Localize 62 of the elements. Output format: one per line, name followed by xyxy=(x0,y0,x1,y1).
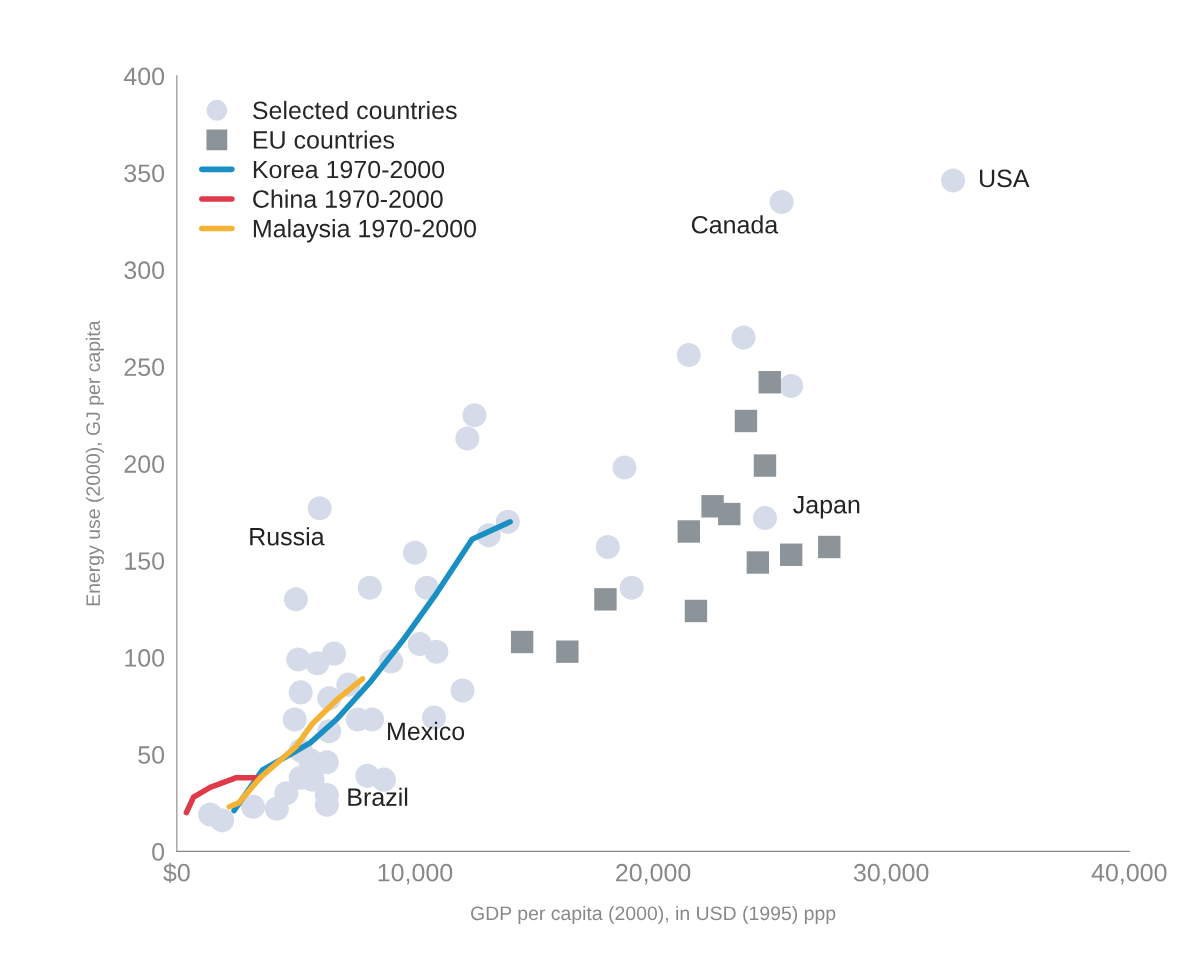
point xyxy=(941,168,966,193)
point xyxy=(595,534,620,560)
point xyxy=(779,543,803,566)
annotation: Mexico xyxy=(388,721,465,741)
point xyxy=(402,540,427,565)
point xyxy=(718,502,741,526)
y-axis-title: Energy use (2000), GJ per capita xyxy=(85,320,104,606)
point xyxy=(307,496,332,521)
point xyxy=(450,678,475,703)
annotation: Brazil xyxy=(348,787,408,806)
point xyxy=(818,535,841,559)
point xyxy=(746,551,770,574)
point xyxy=(676,343,701,368)
y-tick-label: 250 xyxy=(124,358,165,376)
point xyxy=(210,808,235,833)
x-tick-label: 30,000 xyxy=(853,863,929,885)
legend-label: Malaysia 1970-2000 xyxy=(253,219,477,243)
point xyxy=(556,640,579,663)
point xyxy=(753,454,777,477)
point xyxy=(288,680,313,705)
point xyxy=(241,794,266,819)
point xyxy=(769,189,794,214)
y-tick-label: 350 xyxy=(124,164,165,183)
x-tick-label: 20,000 xyxy=(616,863,691,885)
point xyxy=(752,505,777,530)
annotation: Japan xyxy=(793,496,860,519)
annotation: USA xyxy=(980,169,1030,188)
point xyxy=(462,403,487,428)
point xyxy=(321,641,347,666)
point xyxy=(734,409,758,433)
y-tick-label: 0 xyxy=(152,842,165,861)
x-tick-label: $0 xyxy=(163,862,190,884)
legend-label: Korea 1970-2000 xyxy=(253,160,445,179)
legend-label: China 1970-2000 xyxy=(253,189,443,208)
y-tick-label: 50 xyxy=(138,746,165,764)
point xyxy=(357,575,382,600)
point xyxy=(510,630,534,654)
point xyxy=(779,374,804,399)
legend-label: EU countries xyxy=(253,130,395,149)
point xyxy=(455,426,480,451)
point xyxy=(283,587,308,612)
point xyxy=(677,520,700,543)
point xyxy=(619,575,644,600)
point xyxy=(282,707,307,732)
y-tick-label: 150 xyxy=(125,552,165,570)
point xyxy=(594,588,617,611)
point xyxy=(424,639,449,664)
x-tick-label: 40,000 xyxy=(1091,863,1167,885)
point xyxy=(684,599,708,623)
point xyxy=(612,455,637,480)
point xyxy=(731,325,756,350)
x-tick-label: 10,000 xyxy=(378,863,453,885)
y-tick-label: 200 xyxy=(124,455,165,473)
annotation: Russia xyxy=(250,527,325,546)
x-axis-title: GDP per capita (2000), in USD (1995) ppp xyxy=(471,905,836,925)
y-tick-label: 100 xyxy=(125,649,165,667)
y-tick-label: 400 xyxy=(123,67,165,86)
y-tick-label: 300 xyxy=(124,261,165,280)
annotation: Canada xyxy=(691,215,779,234)
point xyxy=(758,371,781,394)
point xyxy=(264,796,289,821)
legend-label: Selected countries xyxy=(253,100,457,120)
